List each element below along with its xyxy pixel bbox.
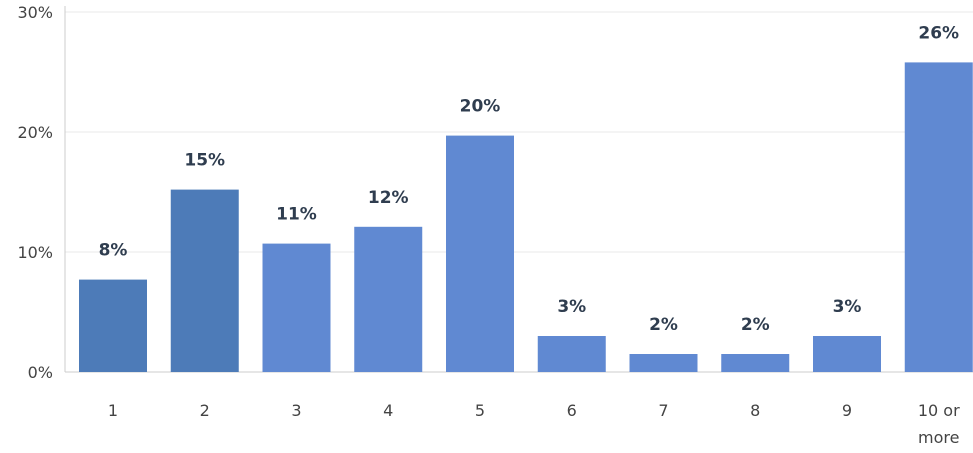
- x-tick-label: 10 or more: [918, 401, 960, 447]
- data-label: 15%: [184, 151, 225, 171]
- y-tick-label: 10%: [17, 243, 53, 262]
- x-tick-label: 1: [108, 401, 118, 420]
- x-tick-label: 3: [291, 401, 301, 420]
- bar: [446, 135, 514, 372]
- data-label: 8%: [99, 241, 128, 261]
- bar: [79, 279, 147, 372]
- data-label: 2%: [741, 315, 770, 335]
- bar: [262, 243, 331, 372]
- data-label: 2%: [649, 315, 678, 335]
- y-tick-label: 30%: [17, 3, 53, 22]
- bar: [721, 354, 790, 372]
- x-tick-label: 5: [475, 401, 485, 420]
- bar: [629, 354, 698, 372]
- bar: [537, 336, 606, 372]
- data-label: 12%: [368, 188, 409, 208]
- data-label: 3%: [557, 297, 586, 317]
- x-tick-label: 4: [383, 401, 393, 420]
- x-tick-label: 9: [842, 401, 852, 420]
- x-tick-label: 6: [567, 401, 577, 420]
- x-tick-label: 2: [200, 401, 210, 420]
- x-tick-label: 8: [750, 401, 760, 420]
- y-tick-label: 0%: [28, 363, 53, 382]
- bar: [170, 189, 239, 372]
- y-tick-label: 20%: [17, 123, 53, 142]
- data-label: 26%: [918, 23, 959, 43]
- bar: [354, 226, 423, 372]
- data-label: 3%: [833, 297, 862, 317]
- bar: [813, 336, 881, 372]
- bar: [904, 62, 973, 373]
- data-label: 11%: [276, 205, 317, 225]
- x-tick-label: 7: [658, 401, 668, 420]
- data-label: 20%: [460, 97, 501, 117]
